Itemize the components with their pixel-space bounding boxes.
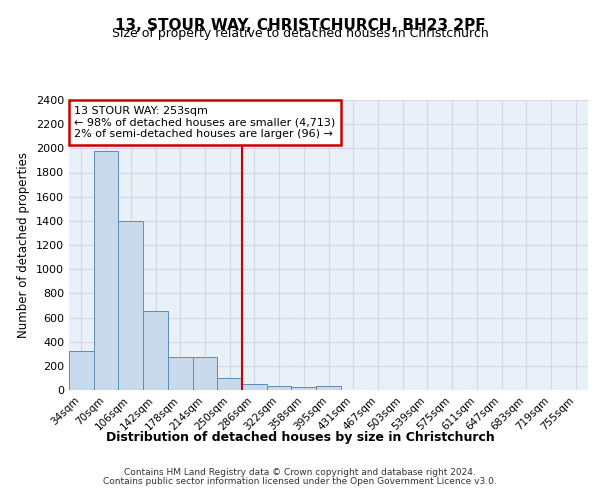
Text: 13, STOUR WAY, CHRISTCHURCH, BH23 2PF: 13, STOUR WAY, CHRISTCHURCH, BH23 2PF [115, 18, 485, 32]
Text: Distribution of detached houses by size in Christchurch: Distribution of detached houses by size … [106, 431, 494, 444]
Y-axis label: Number of detached properties: Number of detached properties [17, 152, 31, 338]
Text: Contains HM Land Registry data © Crown copyright and database right 2024.: Contains HM Land Registry data © Crown c… [124, 468, 476, 477]
Bar [143, 312, 168, 390]
Bar [69, 352, 94, 390]
Bar [292, 388, 316, 390]
Bar [217, 378, 242, 390]
Text: 13 STOUR WAY: 253sqm
← 98% of detached houses are smaller (4,713)
2% of semi-det: 13 STOUR WAY: 253sqm ← 98% of detached h… [74, 106, 335, 139]
Bar [193, 357, 217, 390]
Bar [94, 151, 118, 390]
Text: Size of property relative to detached houses in Christchurch: Size of property relative to detached ho… [112, 28, 488, 40]
Bar [168, 357, 193, 390]
Bar [242, 384, 267, 390]
Bar [316, 386, 341, 390]
Bar [118, 221, 143, 390]
Text: Contains public sector information licensed under the Open Government Licence v3: Contains public sector information licen… [103, 476, 497, 486]
Bar [267, 386, 292, 390]
